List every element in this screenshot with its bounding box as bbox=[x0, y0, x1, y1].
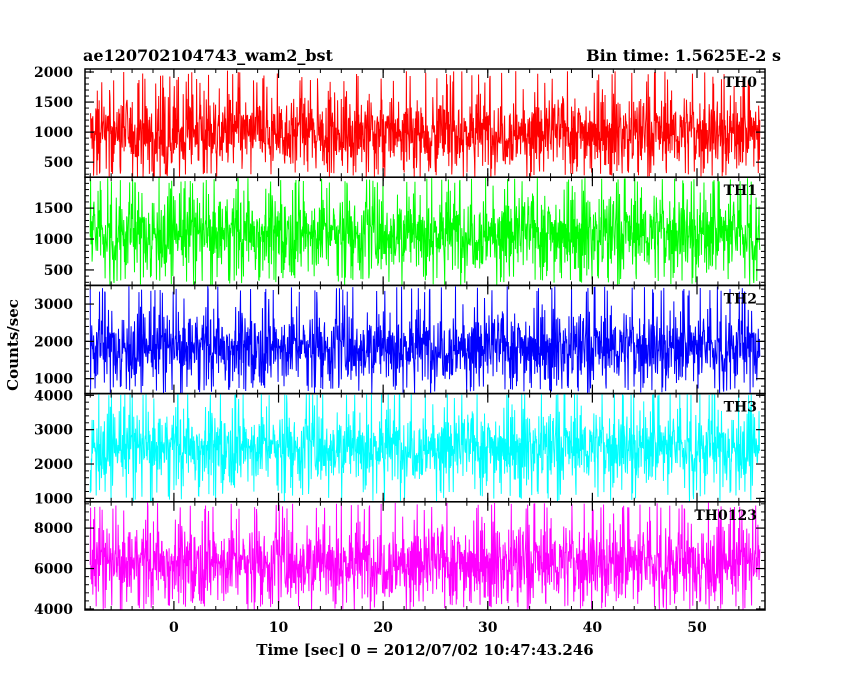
panel-label-th3: TH3 bbox=[724, 400, 757, 416]
panel-label-th0123: TH0123 bbox=[694, 508, 757, 524]
chart-title: ae120702104743_wam2_bst bbox=[83, 46, 334, 65]
x-tick-label: 10 bbox=[269, 620, 289, 636]
panel-th1: 500 1000 1500 TH1 bbox=[34, 176, 766, 287]
series-th3 bbox=[89, 393, 761, 502]
panel-label-th1: TH1 bbox=[724, 183, 757, 199]
x-tick-label: 40 bbox=[583, 620, 603, 636]
y-tick-label: 4000 bbox=[34, 388, 73, 404]
panel-th0: 500 1000 1500 2000 TH0 bbox=[34, 65, 766, 178]
series-th0 bbox=[90, 70, 761, 178]
y-tick-label: 500 bbox=[44, 263, 73, 279]
panel-th2: 1000 2000 3000 TH2 bbox=[34, 284, 766, 395]
series-th2 bbox=[89, 286, 761, 394]
y-tick-label: 500 bbox=[44, 155, 73, 171]
y-tick-label: 1500 bbox=[34, 201, 73, 217]
x-tick-label: 50 bbox=[687, 620, 707, 636]
y-tick-label: 2000 bbox=[34, 334, 73, 350]
y-tick-label: 3000 bbox=[34, 423, 73, 439]
y-tick-label: 4000 bbox=[34, 602, 73, 618]
panel-th3: 1000 2000 3000 4000 TH3 bbox=[34, 388, 766, 507]
y-tick-label: 3000 bbox=[34, 297, 73, 313]
y-tick-label: 6000 bbox=[34, 562, 73, 578]
y-tick-label: 8000 bbox=[34, 521, 73, 537]
y-tick-label: 1000 bbox=[34, 125, 73, 141]
panel-th0123: 4000 6000 8000 TH0123 bbox=[34, 501, 766, 618]
x-axis-label: Time [sec] 0 = 2012/07/02 10:47:43.246 bbox=[256, 641, 593, 659]
y-axis-label: Counts/sec bbox=[4, 299, 22, 391]
chart-subtitle: Bin time: 1.5625E-2 s bbox=[586, 46, 781, 65]
series-th1 bbox=[89, 177, 761, 286]
x-tick-label: 30 bbox=[478, 620, 498, 636]
x-tick-label: 20 bbox=[373, 620, 393, 636]
y-tick-label: 1000 bbox=[34, 372, 73, 388]
y-tick-label: 1500 bbox=[34, 95, 73, 111]
y-tick-label: 1000 bbox=[34, 491, 73, 507]
panel-label-th0: TH0 bbox=[724, 75, 758, 91]
y-tick-label: 2000 bbox=[34, 457, 73, 473]
x-tick-label: 0 bbox=[169, 620, 179, 636]
panel-label-th2: TH2 bbox=[724, 291, 757, 307]
series-th0123 bbox=[89, 502, 761, 610]
y-tick-label: 2000 bbox=[34, 65, 73, 81]
y-tick-label: 1000 bbox=[34, 232, 73, 248]
panels-group: 500100015002000TH050010001500TH110002000… bbox=[34, 65, 766, 636]
